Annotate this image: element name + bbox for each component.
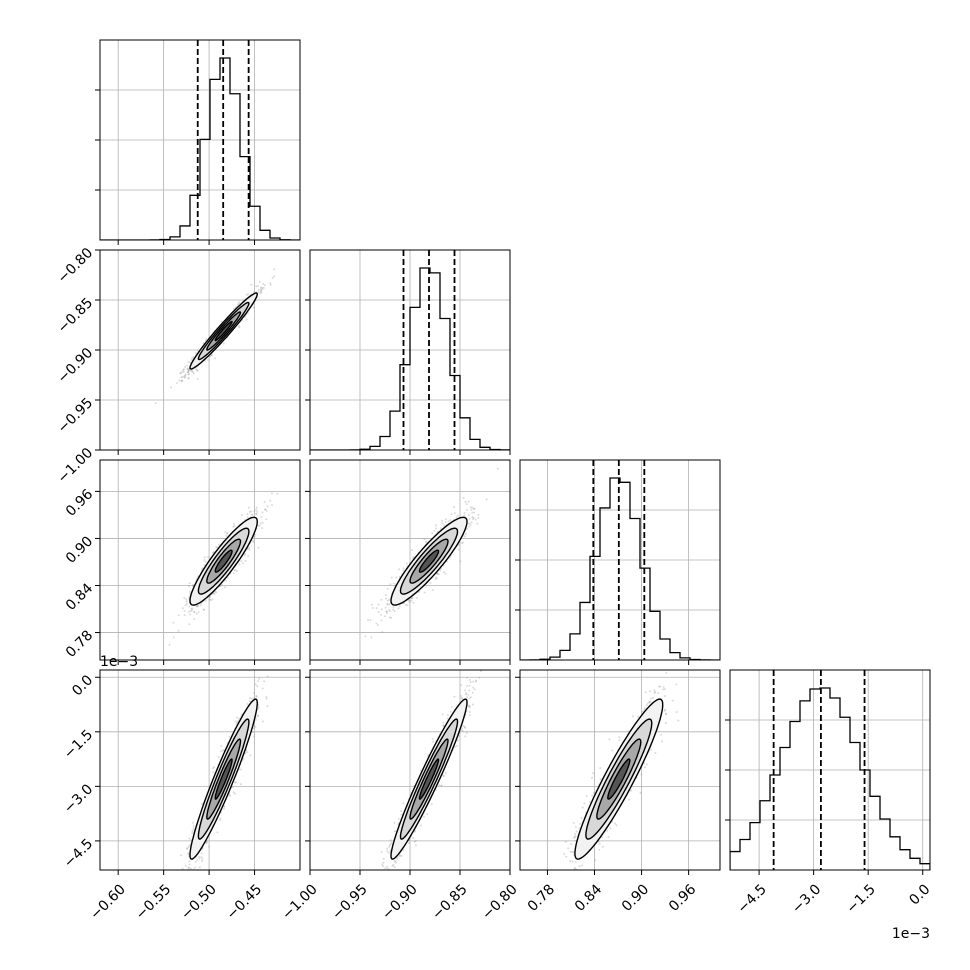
- histogram-2: [520, 477, 720, 660]
- contour-2-1-0: [418, 549, 440, 573]
- x-tick-label: −0.80: [479, 881, 521, 923]
- y-tick-label: −0.90: [55, 345, 97, 387]
- x-tick-label: −1.5: [844, 881, 879, 916]
- y-tick-label: −1.00: [55, 445, 97, 487]
- panel-3-2: 0.78 0.84 0.90 0.96: [515, 669, 721, 915]
- panel-content-1-0: [100, 250, 300, 450]
- panel-frame-3-2: [519, 669, 721, 871]
- x-tick-label: −1.00: [279, 881, 321, 923]
- histogram-0: [100, 57, 300, 240]
- panel-2-0: 0.78 0.84 0.90 0.96: [63, 459, 301, 665]
- x-tick-label: −0.60: [87, 881, 129, 923]
- panel-content-0-0: [100, 40, 300, 240]
- x-tick-label: 0.90: [619, 881, 652, 914]
- panel-frame-2-0: [99, 459, 301, 661]
- panel-3-3: −4.5 −3.0 −1.5 0.0: [725, 669, 933, 917]
- x-tick-label: −0.85: [429, 881, 471, 923]
- x-tick-label: 0.0: [906, 881, 933, 908]
- x-tick-label: −0.95: [329, 881, 371, 923]
- y-tick-label: 0.0: [69, 672, 96, 699]
- panel-frame-3-0: [99, 669, 301, 871]
- y-tick-label: 0.84: [63, 580, 96, 613]
- y-tick-label: −1.5: [61, 727, 96, 762]
- contour-1-0-0: [214, 320, 233, 342]
- panel-content-3-1: [310, 670, 510, 870]
- x-tick-label: −4.5: [734, 881, 769, 916]
- panel-content-2-2: [520, 460, 720, 660]
- panel-3-1: −1.00 −0.95 −0.90 −0.85 −0.80: [279, 669, 521, 923]
- panel-2-2: [515, 459, 721, 665]
- y-tick-label: −0.80: [55, 245, 97, 287]
- y-tick-label: 0.96: [63, 486, 96, 519]
- x-tick-label: 0.84: [572, 881, 605, 914]
- y-tick-label: 0.78: [63, 628, 96, 661]
- x-offset-label-3: 1e−3: [892, 926, 930, 942]
- y-tick-label: −0.85: [55, 295, 97, 337]
- panel-content-1-1: [310, 250, 510, 450]
- y-tick-label: −3.0: [61, 781, 96, 816]
- x-tick-label: −3.0: [789, 881, 824, 916]
- y-offset-label-3: 1e−3: [100, 654, 138, 670]
- panel-1-1: [305, 249, 511, 455]
- panel-0-0: [95, 39, 301, 245]
- panel-content-3-3: [730, 670, 930, 870]
- x-tick-label: 0.96: [666, 881, 699, 914]
- panel-content-2-0: [100, 460, 300, 660]
- contour-3-1-0: [418, 758, 440, 800]
- panel-content-3-0: [100, 670, 300, 870]
- x-tick-label: −0.55: [133, 881, 175, 923]
- y-tick-label: 0.90: [63, 533, 96, 566]
- x-tick-label: −0.90: [379, 881, 421, 923]
- panel-content-3-2: [520, 670, 720, 870]
- contour-3-2-0: [607, 758, 631, 800]
- panel-3-0: −0.60 −0.55 −0.50 −0.45 −4.5 −3.0 −1.5 0.0: [61, 669, 301, 923]
- contour-3-0-0: [214, 758, 233, 800]
- panel-1-0: −1.00 −0.95 −0.90 −0.85 −0.80: [55, 245, 301, 487]
- histogram-3: [730, 687, 930, 870]
- x-tick-label: −0.45: [224, 881, 266, 923]
- y-tick-label: −4.5: [61, 836, 96, 871]
- contour-2-0-0: [214, 549, 233, 573]
- panel-2-1: [305, 459, 511, 665]
- y-tick-label: −0.95: [55, 395, 97, 437]
- x-tick-label: −0.50: [178, 881, 220, 923]
- x-tick-label: 0.78: [525, 881, 558, 914]
- panel-content-2-1: [310, 460, 510, 660]
